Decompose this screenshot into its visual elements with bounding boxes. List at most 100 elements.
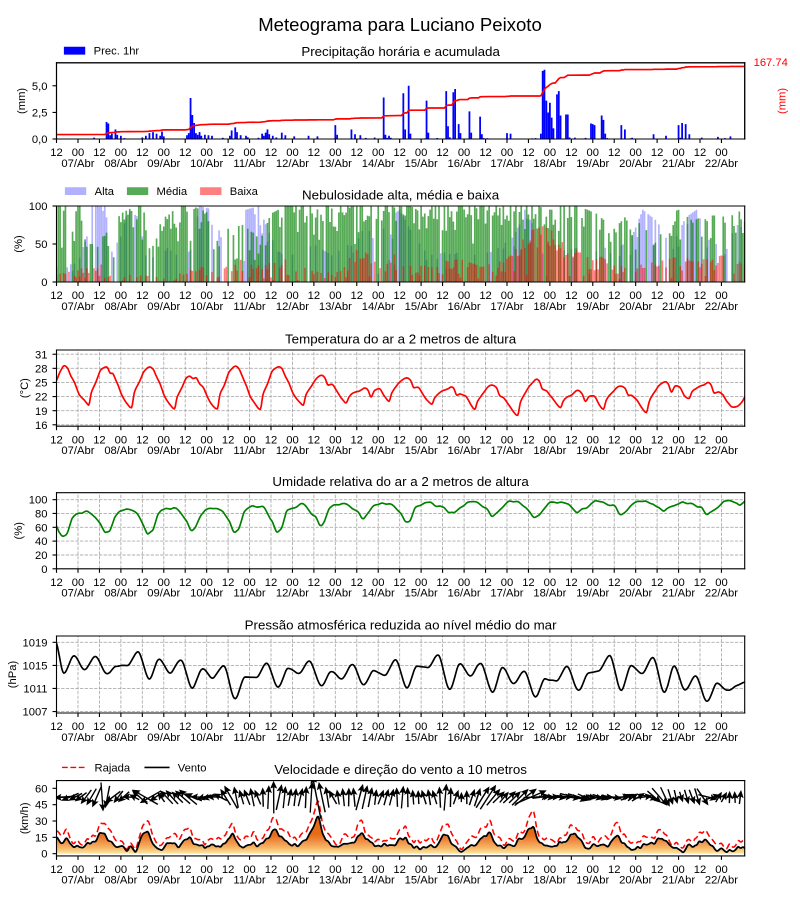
svg-text:12: 12 [651,147,663,159]
svg-text:12/Abr: 12/Abr [276,445,309,457]
svg-text:12: 12 [522,290,534,302]
svg-text:09/Abr: 09/Abr [147,301,180,313]
svg-text:12: 12 [393,721,405,733]
svg-text:00: 00 [501,577,513,589]
svg-text:00: 00 [458,147,470,159]
svg-text:00: 00 [286,864,298,876]
svg-text:100: 100 [29,201,48,213]
svg-text:09/Abr: 09/Abr [147,875,180,887]
svg-text:12: 12 [222,577,234,589]
svg-text:00: 00 [243,147,255,159]
svg-text:(%): (%) [13,235,25,253]
svg-text:12: 12 [565,864,577,876]
svg-text:15: 15 [35,832,47,844]
svg-text:00: 00 [672,147,684,159]
svg-text:00: 00 [629,434,641,446]
svg-text:28: 28 [35,363,47,375]
svg-text:12: 12 [50,147,62,159]
svg-text:18/Abr: 18/Abr [533,301,566,313]
svg-text:12: 12 [479,434,491,446]
svg-text:Precipitação horária e acumula: Precipitação horária e acumulada [301,44,500,59]
svg-text:12: 12 [479,147,491,159]
svg-text:13/Abr: 13/Abr [319,445,352,457]
svg-text:12: 12 [222,721,234,733]
svg-text:12: 12 [265,290,277,302]
svg-text:00: 00 [544,864,556,876]
svg-text:00: 00 [329,721,341,733]
svg-text:00: 00 [587,434,599,446]
svg-text:19/Abr: 19/Abr [576,445,609,457]
svg-text:00: 00 [372,147,384,159]
svg-text:12: 12 [308,577,320,589]
svg-text:00: 00 [587,290,599,302]
svg-text:50: 50 [35,239,47,251]
svg-text:12: 12 [50,290,62,302]
svg-text:00: 00 [629,290,641,302]
svg-text:22/Abr: 22/Abr [705,301,738,313]
svg-text:00: 00 [715,290,727,302]
svg-text:07/Abr: 07/Abr [61,732,94,744]
svg-text:(mm): (mm) [16,88,28,114]
svg-text:00: 00 [200,147,212,159]
svg-text:14/Abr: 14/Abr [362,588,395,600]
svg-text:12: 12 [522,577,534,589]
svg-text:09/Abr: 09/Abr [147,445,180,457]
svg-text:19/Abr: 19/Abr [576,875,609,887]
svg-text:30: 30 [35,816,47,828]
svg-text:12: 12 [565,577,577,589]
svg-text:12: 12 [50,721,62,733]
svg-text:00: 00 [72,577,84,589]
svg-text:Prec. 1hr: Prec. 1hr [94,46,140,58]
svg-text:12: 12 [608,290,620,302]
svg-text:18/Abr: 18/Abr [533,158,566,170]
svg-text:1011: 1011 [23,684,47,696]
svg-text:09/Abr: 09/Abr [147,158,180,170]
svg-text:12: 12 [222,434,234,446]
svg-text:16/Abr: 16/Abr [448,301,481,313]
svg-text:12/Abr: 12/Abr [276,875,309,887]
svg-text:Temperatura do ar a 2 metros d: Temperatura do ar a 2 metros de altura [285,331,517,346]
svg-text:00: 00 [158,577,170,589]
svg-text:19/Abr: 19/Abr [576,158,609,170]
svg-text:12: 12 [651,577,663,589]
svg-text:0: 0 [41,277,47,289]
svg-text:12: 12 [651,721,663,733]
svg-text:167.74: 167.74 [754,57,788,69]
svg-text:00: 00 [329,290,341,302]
svg-text:07/Abr: 07/Abr [61,875,94,887]
svg-text:12: 12 [608,864,620,876]
svg-text:12: 12 [136,577,148,589]
svg-text:00: 00 [72,147,84,159]
svg-text:22/Abr: 22/Abr [705,445,738,457]
svg-text:12: 12 [265,721,277,733]
svg-text:00: 00 [544,147,556,159]
svg-text:(km/h): (km/h) [19,802,31,834]
svg-text:12: 12 [479,864,491,876]
svg-text:13/Abr: 13/Abr [319,158,352,170]
svg-text:08/Abr: 08/Abr [104,301,137,313]
svg-text:(hPa): (hPa) [7,661,19,689]
svg-text:12: 12 [222,864,234,876]
svg-text:00: 00 [115,434,127,446]
svg-text:14/Abr: 14/Abr [362,875,395,887]
svg-text:12: 12 [351,721,363,733]
svg-text:00: 00 [158,434,170,446]
svg-text:00: 00 [672,434,684,446]
svg-text:12: 12 [651,864,663,876]
svg-text:12: 12 [522,147,534,159]
svg-text:12: 12 [222,290,234,302]
svg-text:12/Abr: 12/Abr [276,301,309,313]
svg-text:16: 16 [35,420,47,432]
svg-text:11/Abr: 11/Abr [233,445,265,457]
svg-text:80: 80 [35,509,47,521]
svg-text:12: 12 [479,290,491,302]
svg-text:07/Abr: 07/Abr [61,588,94,600]
svg-text:00: 00 [329,434,341,446]
svg-text:17/Abr: 17/Abr [490,732,523,744]
svg-text:12: 12 [136,434,148,446]
svg-text:00: 00 [415,147,427,159]
svg-text:00: 00 [158,290,170,302]
svg-text:21/Abr: 21/Abr [662,158,695,170]
svg-text:Meteograma para Luciano Peixot: Meteograma para Luciano Peixoto [258,14,542,35]
svg-text:00: 00 [286,577,298,589]
